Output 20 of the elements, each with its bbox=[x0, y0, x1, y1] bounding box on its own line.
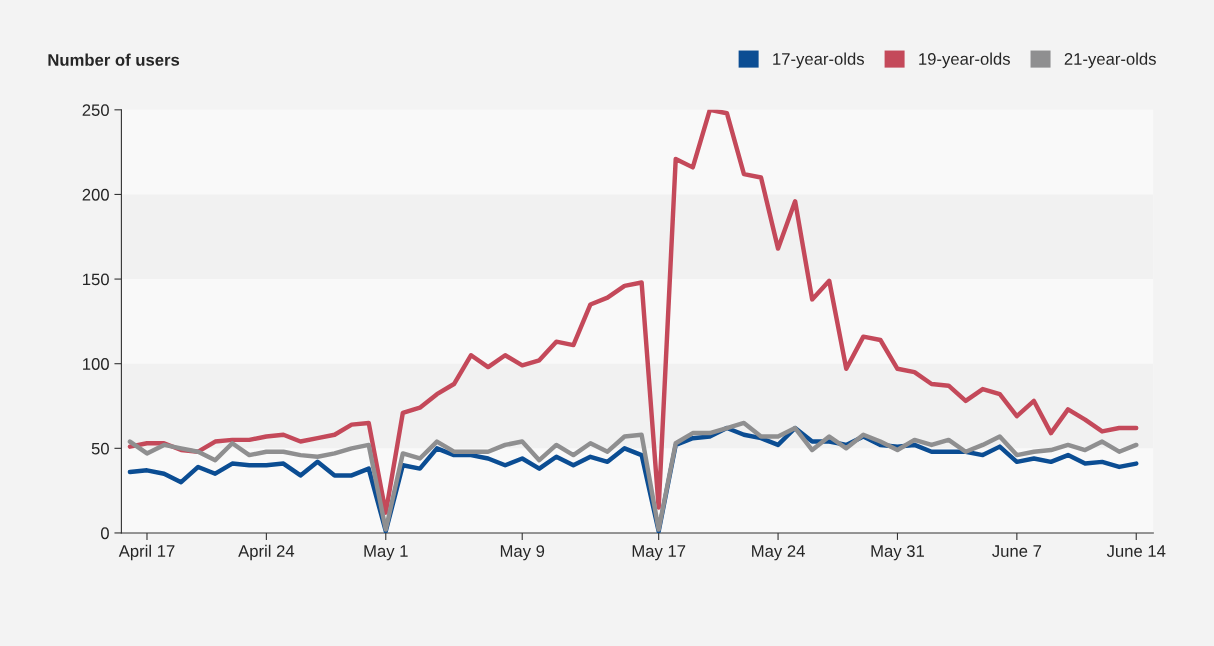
x-tick-label: May 1 bbox=[364, 545, 408, 561]
x-tick-label: May 17 bbox=[632, 545, 686, 561]
line-series bbox=[127, 109, 1139, 515]
y-axis-title: Number of users bbox=[48, 53, 180, 66]
x-tick-label: April 17 bbox=[118, 544, 175, 561]
x-tick-label: June 14 bbox=[1106, 545, 1166, 557]
x-tick-label: May 9 bbox=[500, 545, 545, 561]
y-tick-label: 0 bbox=[100, 527, 109, 540]
legend-label: 21-year-olds bbox=[1064, 52, 1156, 69]
x-tick-label: May 31 bbox=[871, 545, 924, 561]
x-tick-label: May 24 bbox=[752, 545, 805, 561]
legend-label: 17-year-olds bbox=[773, 52, 864, 69]
legend-label: 19-year-olds bbox=[919, 52, 1010, 69]
x-tick-label: April 24 bbox=[238, 544, 295, 561]
y-tick-label: 100 bbox=[83, 358, 109, 370]
y-tick-label: 150 bbox=[83, 273, 109, 286]
x-tick-label: June 7 bbox=[992, 545, 1042, 557]
y-tick-label: 50 bbox=[91, 442, 109, 455]
y-tick-label: 250 bbox=[82, 104, 109, 117]
y-tick-label: 200 bbox=[82, 188, 109, 201]
